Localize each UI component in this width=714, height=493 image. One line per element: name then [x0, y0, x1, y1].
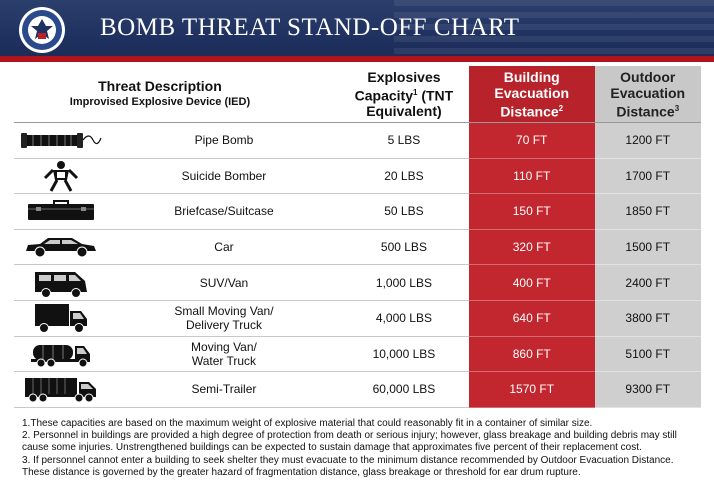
threat-description-title: Threat Description: [98, 78, 222, 94]
capacity-value: 4,000 LBS: [338, 300, 469, 337]
capacity-value: 60,000 LBS: [338, 371, 469, 408]
capacity-value: 5 LBS: [338, 122, 469, 159]
capacity-value: 10,000 LBS: [338, 336, 469, 373]
building-distance: 1570 FT: [468, 371, 595, 408]
outdoor-distance: 1200 FT: [594, 122, 701, 159]
table-row: SUV/Van 1,000 LBS 400 FT 2400 FT: [14, 264, 701, 301]
building-header-line1: Building: [503, 68, 560, 85]
threat-description-line2: Delivery Truck: [185, 318, 262, 333]
threat-description: Briefcase/Suitcase: [174, 204, 274, 219]
outdoor-distance: 3800 FT: [594, 300, 701, 337]
building-distance: 110 FT: [468, 158, 595, 195]
threat-description: SUV/Van: [199, 275, 249, 290]
capacity-value: 500 LBS: [338, 229, 469, 266]
header-red-stripe: [0, 56, 714, 62]
footnotes: 1.These capacities are based on the maxi…: [22, 418, 702, 479]
building-distance: 860 FT: [468, 336, 595, 373]
table-row: Pipe Bomb 5 LBS 70 FT 1200 FT: [14, 122, 701, 159]
building-header-line2: Evacuation: [494, 84, 570, 101]
table-row: Small Moving Van/Delivery Truck 4,000 LB…: [14, 300, 701, 337]
table-row: Car 500 LBS 320 FT 1500 FT: [14, 229, 701, 266]
water-truck-icon: [14, 336, 109, 373]
outdoor-distance-header: Outdoor Evacuation Distance3: [594, 66, 701, 123]
threat-description: Car: [214, 240, 234, 255]
building-distance-header: Building Evacuation Distance2: [468, 66, 595, 123]
outdoor-header-line3: Distance3: [616, 103, 680, 120]
chart-header: BOMB THREAT STAND-OFF CHART: [0, 0, 714, 62]
suicide-bomber-icon: [14, 158, 109, 195]
outdoor-distance: 1850 FT: [594, 193, 701, 230]
table-row: Briefcase/Suitcase 50 LBS 150 FT 1850 FT: [14, 193, 701, 230]
threat-description: Suicide Bomber: [181, 168, 267, 183]
pipe-bomb-icon: [14, 122, 109, 159]
dhs-seal-icon: [19, 7, 65, 53]
footnote-2: 2. Personnel in buildings are provided a…: [22, 430, 677, 454]
building-distance: 400 FT: [468, 264, 595, 301]
capacity-header: Explosives Capacity1 (TNT Equivalent): [338, 66, 469, 123]
table-row: Suicide Bomber 20 LBS 110 FT 1700 FT: [14, 158, 701, 195]
building-distance: 70 FT: [468, 122, 595, 159]
building-header-line3: Distance2: [500, 103, 564, 120]
building-distance: 150 FT: [468, 193, 595, 230]
building-distance: 640 FT: [468, 300, 595, 337]
flag-stripes: [394, 0, 714, 56]
outdoor-distance: 1700 FT: [594, 158, 701, 195]
table-row: Semi-Trailer 60,000 LBS 1570 FT 9300 FT: [14, 371, 701, 408]
footnote-1: 1.These capacities are based on the maxi…: [22, 418, 593, 429]
building-distance: 320 FT: [468, 229, 595, 266]
threat-description-line2: Water Truck: [191, 353, 257, 368]
table-row: Moving Van/Water Truck 10,000 LBS 860 FT…: [14, 336, 701, 373]
capacity-value: 1,000 LBS: [338, 264, 469, 301]
delivery-truck-icon: [14, 300, 109, 337]
outdoor-distance: 9300 FT: [594, 371, 701, 408]
capacity-header-line2: Capacity1 (TNT: [354, 87, 454, 104]
threat-description: Moving Van/: [191, 339, 257, 354]
semi-trailer-icon: [14, 371, 109, 408]
page-title: BOMB THREAT STAND-OFF CHART: [100, 14, 520, 41]
threat-description: Small Moving Van/: [174, 304, 274, 319]
threat-description-subtitle: Improvised Explosive Device (IED): [69, 96, 251, 108]
capacity-value: 50 LBS: [338, 193, 469, 230]
outdoor-header-line2: Evacuation: [610, 84, 686, 101]
outdoor-distance: 2400 FT: [594, 264, 701, 301]
threat-description: Pipe Bomb: [194, 133, 254, 148]
outdoor-header-line1: Outdoor: [620, 68, 676, 85]
briefcase-icon: [14, 193, 109, 230]
threat-description-header: Threat Description Improvised Explosive …: [70, 66, 339, 123]
outdoor-distance: 5100 FT: [594, 336, 701, 373]
footnote-3: 3. If personnel cannot enter a building …: [22, 454, 674, 478]
capacity-header-line1: Explosives: [367, 68, 441, 85]
threat-description: Semi-Trailer: [191, 382, 257, 397]
suv-van-icon: [14, 264, 109, 301]
icon-header: [14, 66, 109, 123]
car-icon: [14, 229, 109, 266]
standoff-table: Threat Description Improvised Explosive …: [14, 66, 701, 408]
outdoor-distance: 1500 FT: [594, 229, 701, 266]
capacity-value: 20 LBS: [338, 158, 469, 195]
capacity-header-line3: Equivalent): [366, 103, 442, 120]
